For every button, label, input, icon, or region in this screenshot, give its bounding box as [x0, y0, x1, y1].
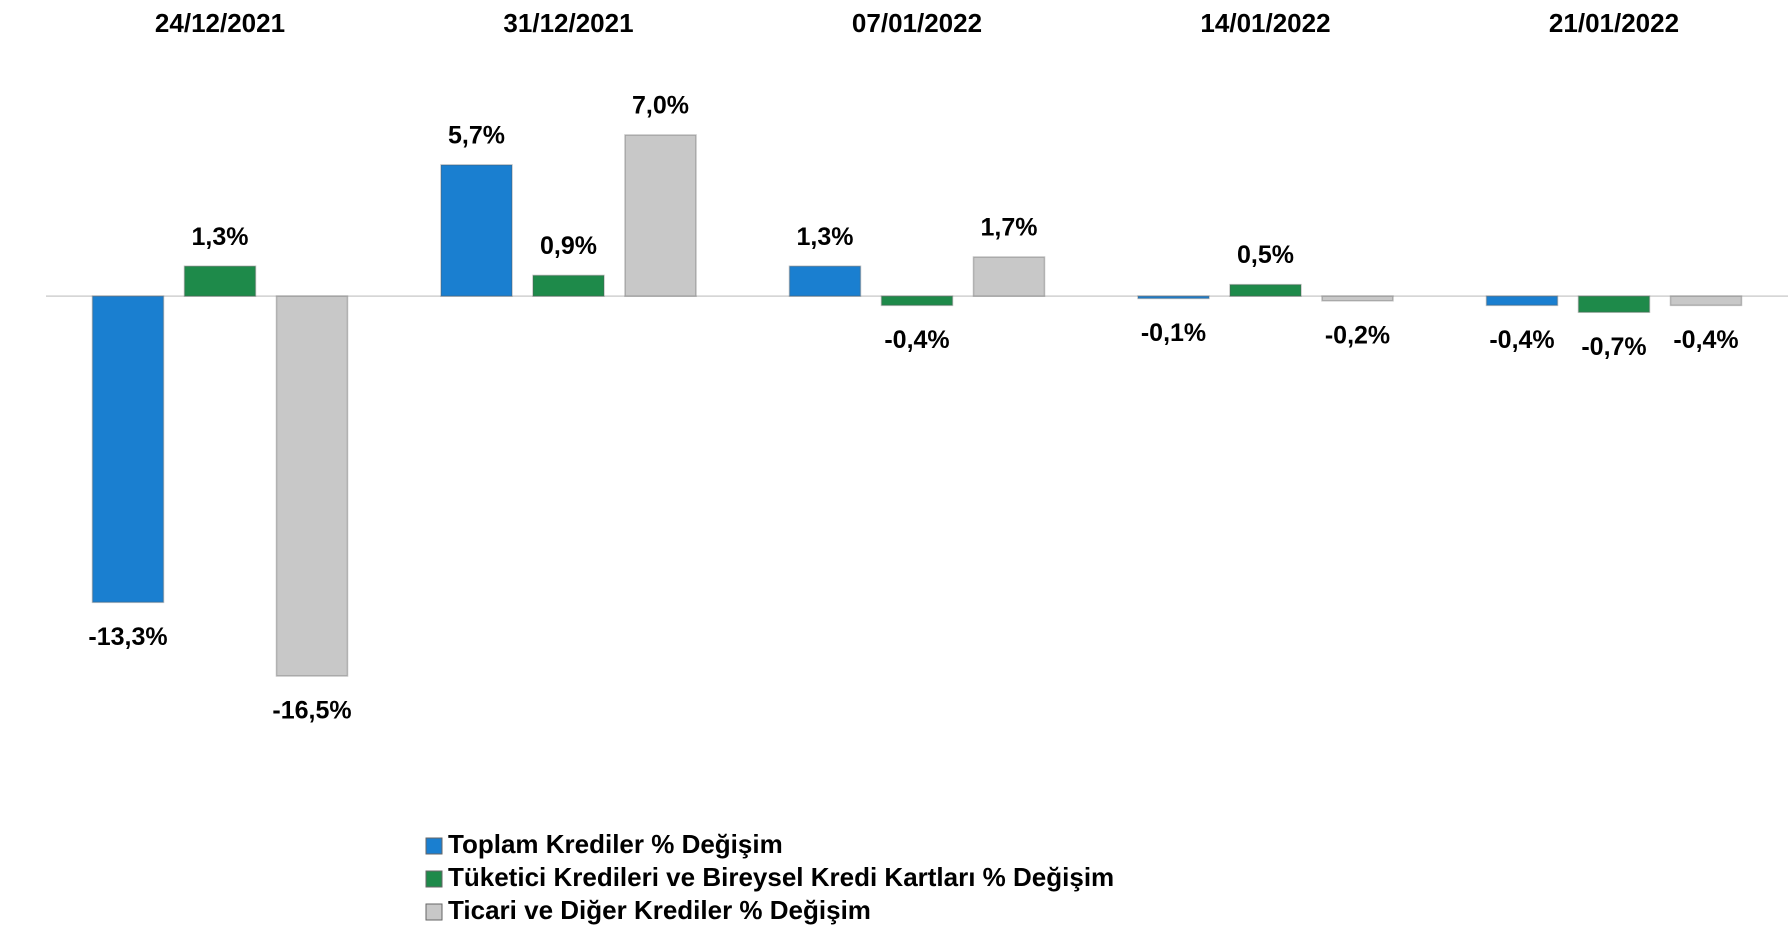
category-label: 21/01/2022: [1549, 8, 1679, 38]
bar: [972, 256, 1046, 297]
bar: [1229, 283, 1302, 297]
legend-marker: [425, 903, 443, 921]
value-label: -0,7%: [1581, 333, 1646, 361]
bar: [91, 295, 165, 604]
value-label: 1,3%: [192, 223, 249, 251]
bar: [880, 295, 954, 307]
bar: [275, 295, 349, 677]
bar: [788, 265, 862, 297]
value-label: 0,5%: [1237, 241, 1294, 269]
bar: [624, 134, 697, 297]
value-label: -16,5%: [272, 697, 351, 725]
bar: [1577, 295, 1651, 314]
bar: [183, 265, 257, 297]
value-label: 7,0%: [632, 92, 689, 120]
legend-marker: [425, 837, 443, 855]
value-label: 0,9%: [540, 232, 597, 260]
category-label: 24/12/2021: [155, 8, 285, 38]
legend-marker: [425, 870, 443, 888]
value-label: 5,7%: [448, 122, 505, 150]
value-label: -13,3%: [88, 623, 167, 651]
bar: [1485, 295, 1559, 307]
legend-label: Ticari ve Diğer Krediler % Değişim: [448, 895, 871, 925]
bar: [532, 274, 605, 297]
category-label: 31/12/2021: [503, 8, 633, 38]
bar: [440, 164, 513, 297]
bar: [1137, 295, 1210, 300]
value-label: -0,2%: [1325, 321, 1390, 349]
value-label: -0,1%: [1141, 319, 1206, 347]
value-label: -0,4%: [1673, 326, 1738, 354]
value-label: -0,4%: [884, 326, 949, 354]
category-label: 14/01/2022: [1200, 8, 1330, 38]
legend-label: Toplam Krediler % Değişim: [448, 829, 783, 859]
value-label: -0,4%: [1489, 326, 1554, 354]
value-label: 1,7%: [981, 214, 1038, 242]
value-label: 1,3%: [797, 223, 854, 251]
category-label: 07/01/2022: [852, 8, 982, 38]
legend-label: Tüketici Kredileri ve Bireysel Kredi Kar…: [448, 862, 1114, 892]
bar: [1321, 295, 1394, 302]
bar: [1669, 295, 1743, 307]
